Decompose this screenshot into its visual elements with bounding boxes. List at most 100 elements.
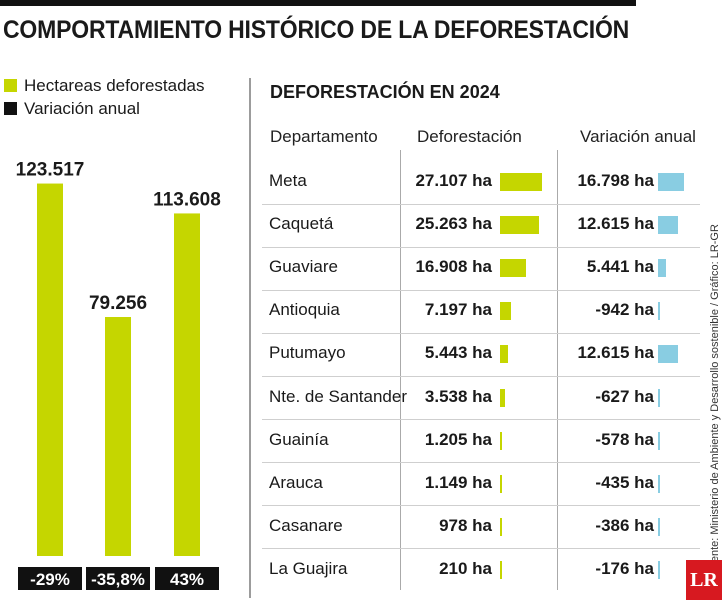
- row-separator: [262, 289, 700, 291]
- table-title: DEFORESTACIÓN EN 2024: [270, 82, 500, 102]
- deforestation-bar: [500, 388, 506, 407]
- table-row: Guaviare 16.908 ha 5.441 ha: [262, 247, 700, 290]
- cell-deforestacion: 3.538 ha: [424, 386, 492, 406]
- variation-bar: [658, 388, 660, 407]
- deforestation-bar: [500, 173, 542, 191]
- row-separator: [262, 505, 700, 507]
- cell-variacion: 5.441 ha: [586, 257, 654, 277]
- row-separator: [262, 203, 700, 205]
- cell-variacion: -578 ha: [595, 429, 654, 449]
- cell-departamento: Guaviare: [269, 257, 338, 277]
- bar-2024: [174, 213, 200, 556]
- variation-bar: [658, 560, 660, 579]
- cell-departamento: Arauca: [269, 472, 323, 492]
- table-row: Putumayo 5.443 ha 12.615 ha: [262, 333, 700, 376]
- variation-bar: [658, 302, 660, 321]
- year-tick-label: 2022: [32, 599, 68, 600]
- variation-label: 43%: [170, 570, 204, 589]
- bar-value-label: 123.517: [16, 160, 85, 181]
- cell-variacion: 16.798 ha: [577, 171, 654, 190]
- vertical-divider: [249, 78, 251, 598]
- row-separator: [262, 376, 700, 377]
- row-separator: [262, 332, 700, 334]
- legend-item-deforestadas: Hectareas deforestadas: [4, 74, 205, 97]
- cell-deforestacion: 5.443 ha: [424, 343, 492, 363]
- cell-variacion: 12.615 ha: [577, 343, 654, 363]
- cell-departamento: Meta: [269, 171, 307, 190]
- variation-box: [18, 567, 82, 590]
- header-variacion: Variación anual: [580, 127, 696, 146]
- cell-deforestacion: 210 ha: [439, 558, 492, 578]
- header-departamento: Departamento: [270, 127, 378, 146]
- row-separator: [262, 246, 700, 248]
- cell-variacion: -435 ha: [595, 472, 654, 492]
- cell-variacion: -942 ha: [595, 300, 654, 320]
- row-separator: [262, 548, 700, 550]
- year-tick-label: 2023: [100, 599, 136, 600]
- deforestation-bar: [500, 216, 540, 235]
- variation-bar: [658, 216, 678, 235]
- bar-2023: [105, 317, 131, 556]
- lr-logo: LR: [686, 560, 722, 600]
- cell-variacion: -386 ha: [595, 515, 654, 535]
- deforestation-bar: [500, 302, 512, 321]
- cell-variacion: -627 ha: [595, 386, 654, 406]
- cell-departamento: Nte. de Santander: [269, 386, 407, 406]
- variation-bar: [658, 431, 660, 450]
- cell-deforestacion: 1.149 ha: [424, 472, 492, 492]
- deforestation-bar: [500, 517, 502, 536]
- table-row: Casanare 978 ha -386 ha: [262, 506, 700, 549]
- table-row: Guainía 1.205 ha -578 ha: [262, 420, 700, 463]
- cell-deforestacion: 7.197 ha: [424, 300, 492, 320]
- legend: Hectareas deforestadas Variación anual: [4, 74, 205, 120]
- variation-box: [155, 567, 219, 590]
- deforestation-bar: [500, 560, 502, 579]
- bar-value-label: 113.608: [153, 189, 221, 210]
- header-deforestacion: Deforestación: [417, 127, 522, 146]
- deforestation-bar: [500, 345, 509, 364]
- cell-deforestacion: 27.107 ha: [415, 171, 492, 190]
- cell-departamento: Caquetá: [269, 214, 334, 234]
- source-note: Fuente: Ministerio de Ambiente y Desarro…: [709, 224, 721, 575]
- row-separator: [262, 419, 700, 421]
- yearly-bar-chart: 123.517 -29% 2022 79.256 -35,8% 2023 113.608 43…: [16, 160, 221, 600]
- cell-variacion: 12.615 ha: [577, 214, 654, 234]
- legend-label: Hectareas deforestadas: [24, 75, 205, 95]
- table-row: Nte. de Santander 3.538 ha -627 ha: [262, 377, 700, 420]
- deforestation-bar: [500, 431, 502, 450]
- variation-bar: [658, 259, 667, 278]
- deforestation-bar: [500, 474, 502, 493]
- variation-bar: [658, 345, 678, 364]
- year-tick-label: 2024: [169, 599, 205, 600]
- variation-box: [86, 567, 150, 590]
- bar-2022: [37, 183, 63, 556]
- variation-label: -35,8%: [91, 570, 145, 589]
- legend-swatch-green: [4, 79, 17, 92]
- legend-item-variacion: Variación anual: [4, 97, 205, 120]
- cell-departamento: Casanare: [269, 515, 343, 535]
- table-row: La Guajira 210 ha -176 ha: [262, 549, 700, 592]
- bar-value-label: 79.256: [89, 293, 147, 314]
- column-divider: [557, 150, 558, 590]
- page-title: COMPORTAMIENTO HISTÓRICO DE LA DEFORESTA…: [3, 16, 630, 44]
- table-row: Caquetá 25.263 ha 12.615 ha: [262, 204, 700, 247]
- legend-label: Variación anual: [24, 98, 140, 118]
- cell-variacion: -176 ha: [595, 558, 654, 578]
- cell-departamento: Guainía: [269, 429, 329, 449]
- variation-bar: [658, 173, 684, 191]
- table-row: Meta 27.107 ha 16.798 ha: [262, 161, 700, 204]
- variation-bar: [658, 474, 660, 493]
- column-divider: [400, 150, 401, 590]
- table-row: Arauca 1.149 ha -435 ha: [262, 463, 700, 506]
- cell-deforestacion: 16.908 ha: [415, 257, 492, 277]
- cell-departamento: Antioquia: [269, 300, 340, 320]
- cell-deforestacion: 1.205 ha: [424, 429, 492, 449]
- cell-departamento: La Guajira: [269, 558, 348, 578]
- cell-deforestacion: 25.263 ha: [415, 214, 492, 234]
- top-rule: [0, 0, 636, 6]
- cell-deforestacion: 978 ha: [439, 515, 492, 535]
- cell-departamento: Putumayo: [269, 343, 346, 363]
- legend-swatch-black: [4, 102, 17, 115]
- variation-label: -29%: [30, 570, 70, 589]
- variation-bar: [658, 517, 660, 536]
